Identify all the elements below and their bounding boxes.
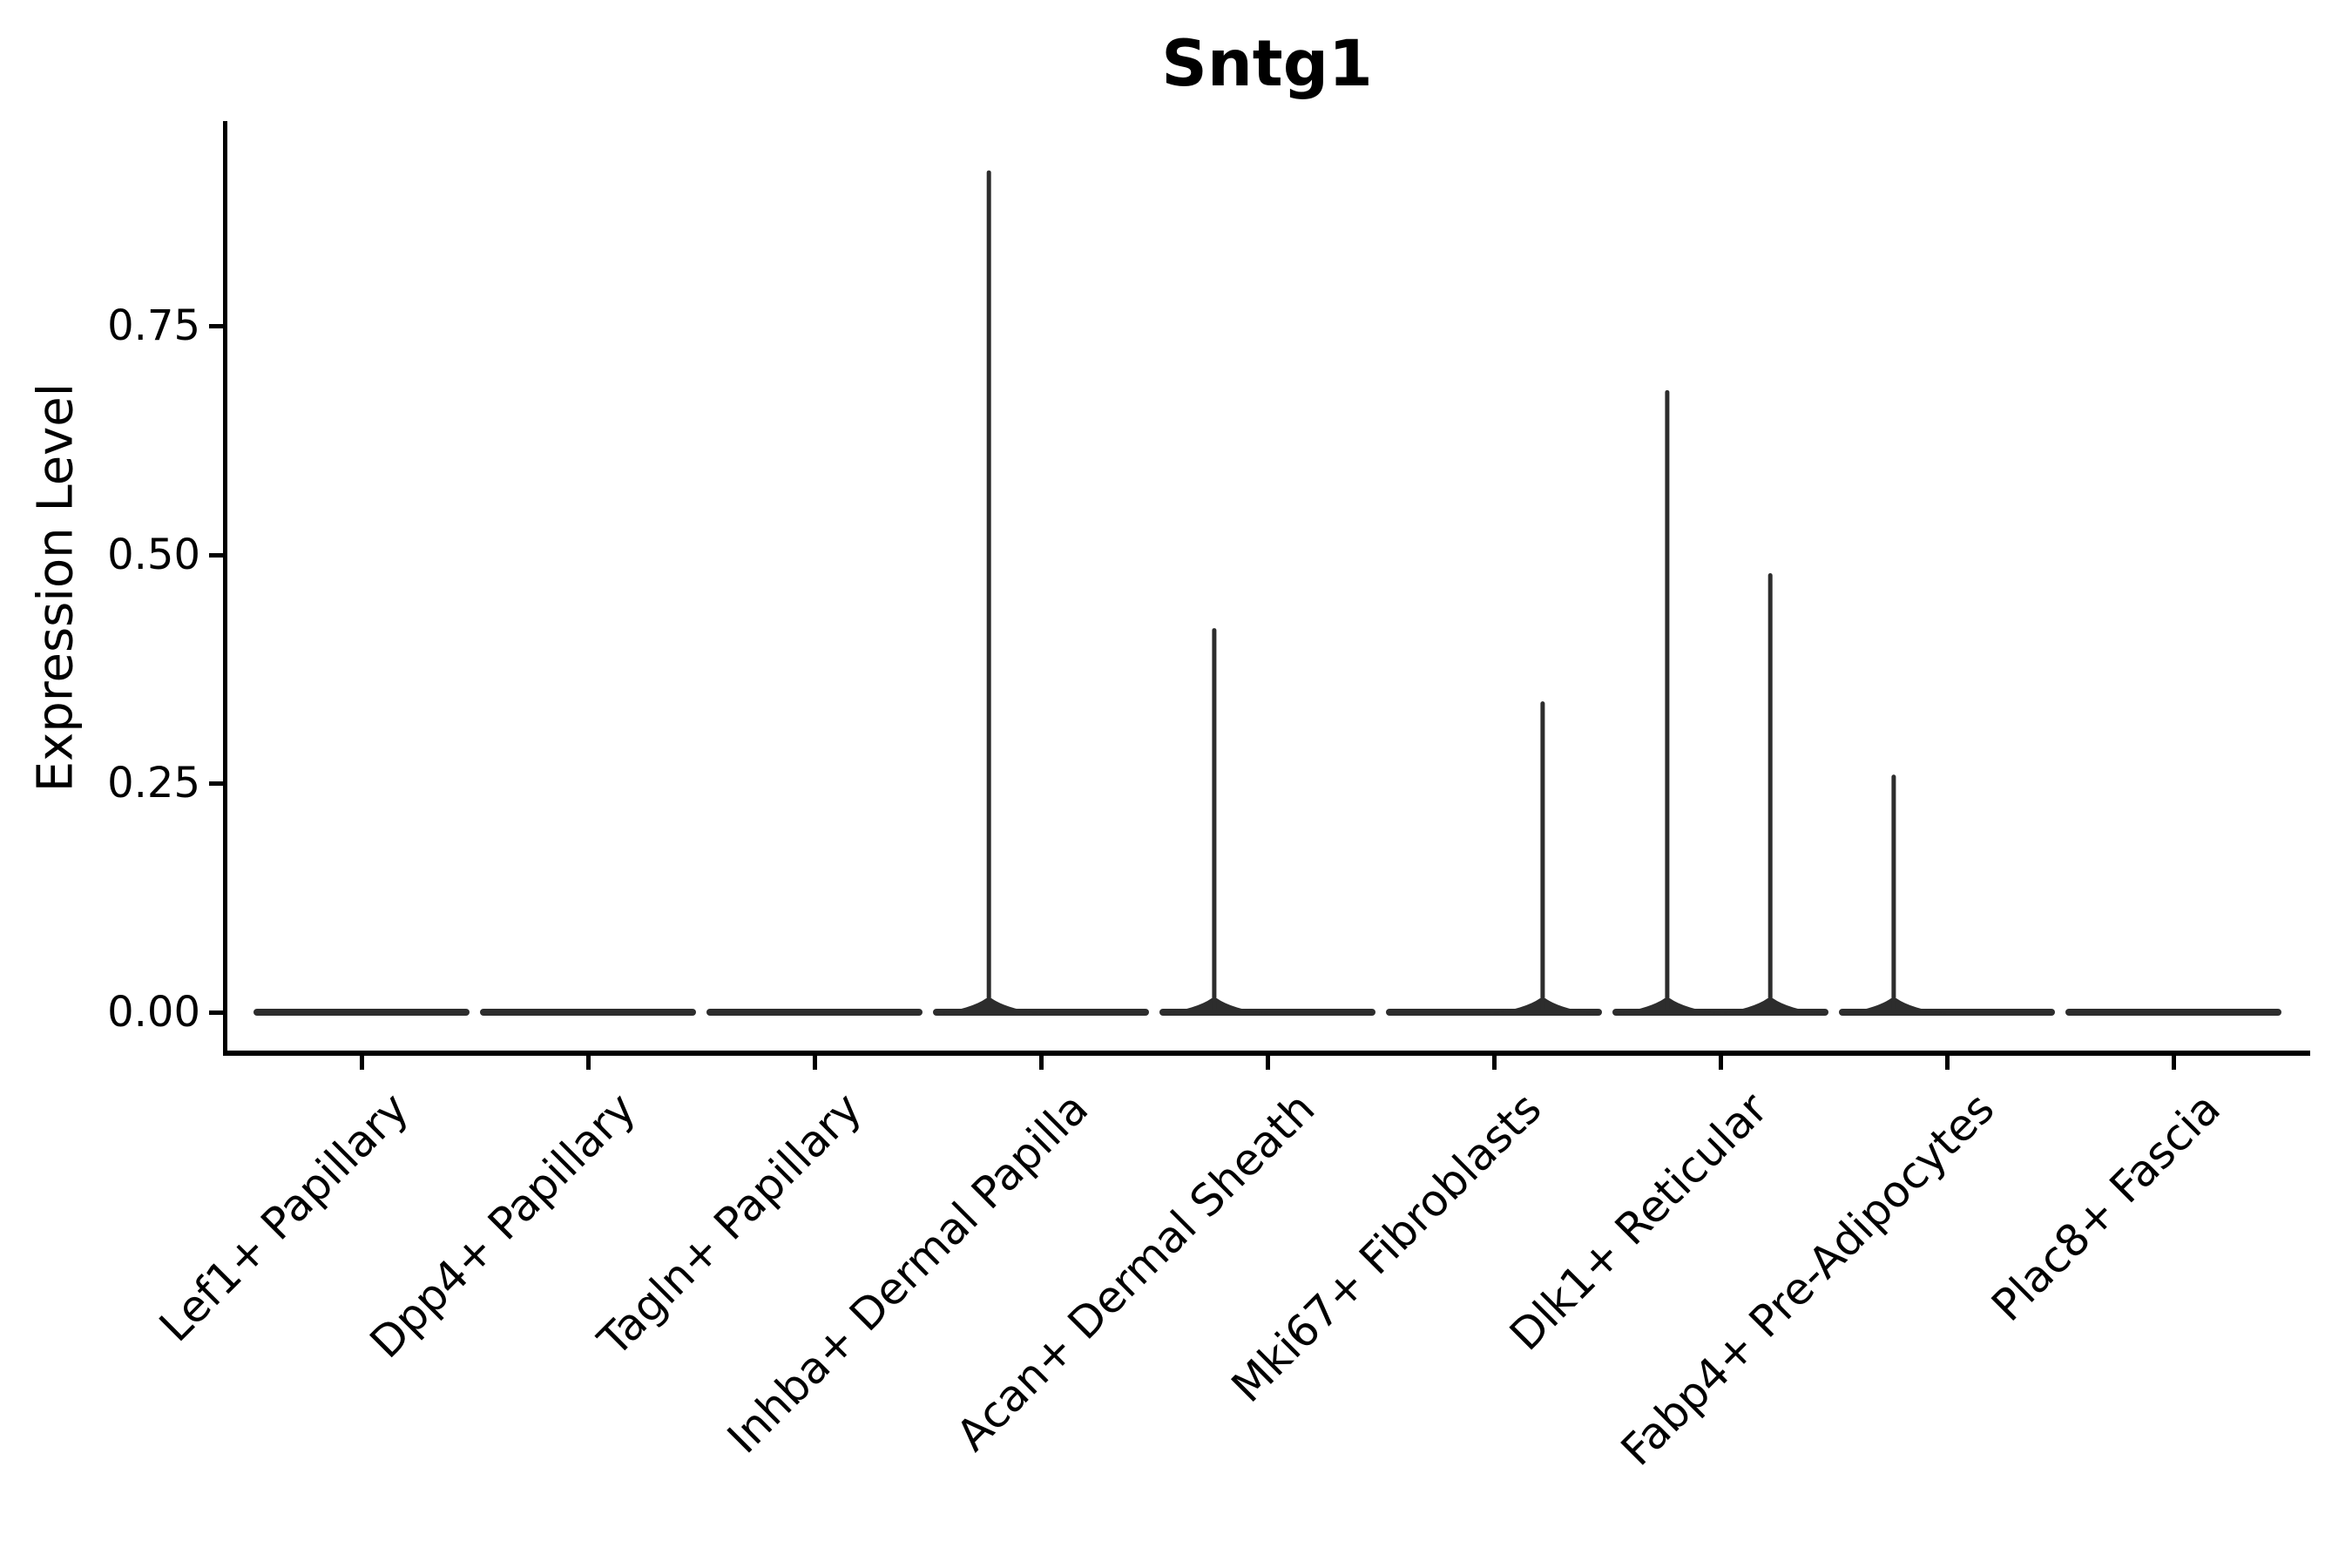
y-tick-mark	[209, 781, 223, 787]
x-tick-mark	[1492, 1056, 1497, 1070]
violin	[1839, 774, 2055, 1016]
violin	[1159, 628, 1375, 1016]
violin	[933, 170, 1149, 1016]
x-tick-mark	[360, 1056, 364, 1070]
violin-flare	[935, 998, 1044, 1014]
y-axis-label: Expression Level	[27, 382, 84, 792]
violin	[1612, 389, 1828, 1016]
y-tick-mark	[209, 552, 223, 558]
violin-flare	[1716, 998, 1825, 1014]
x-tick-mark	[1039, 1056, 1044, 1070]
violin-flare	[1612, 998, 1721, 1014]
x-tick-label: Inhba+ Dermal Papilla	[718, 1083, 1098, 1463]
x-tick-mark	[2172, 1056, 2176, 1070]
x-tick-mark	[586, 1056, 591, 1070]
y-tick-label: 0.25	[107, 759, 200, 808]
y-tick-label: 0.50	[107, 530, 200, 579]
y-tick-mark	[209, 323, 223, 328]
x-tick-label: Fabp4+ Pre-Adipocytes	[1611, 1083, 2004, 1476]
chart-title: Sntg1	[1161, 27, 1373, 101]
y-tick-label: 0.00	[107, 988, 200, 1037]
violin-flare	[1488, 998, 1597, 1014]
y-axis-line	[223, 121, 227, 1056]
y-tick-mark	[209, 1010, 223, 1015]
x-tick-mark	[1719, 1056, 1723, 1070]
violin-flare	[1839, 998, 1948, 1014]
x-tick-label: Lef1+ Papillary	[150, 1083, 419, 1352]
violin	[1386, 701, 1602, 1016]
x-axis-line	[223, 1051, 2310, 1056]
x-tick-mark	[1266, 1056, 1270, 1070]
x-tick-mark	[1945, 1056, 1950, 1070]
y-tick-label: 0.75	[107, 301, 200, 350]
x-tick-mark	[813, 1056, 817, 1070]
x-tick-label: Plac8+ Fascia	[1982, 1083, 2231, 1332]
violin-flare	[1159, 998, 1268, 1014]
